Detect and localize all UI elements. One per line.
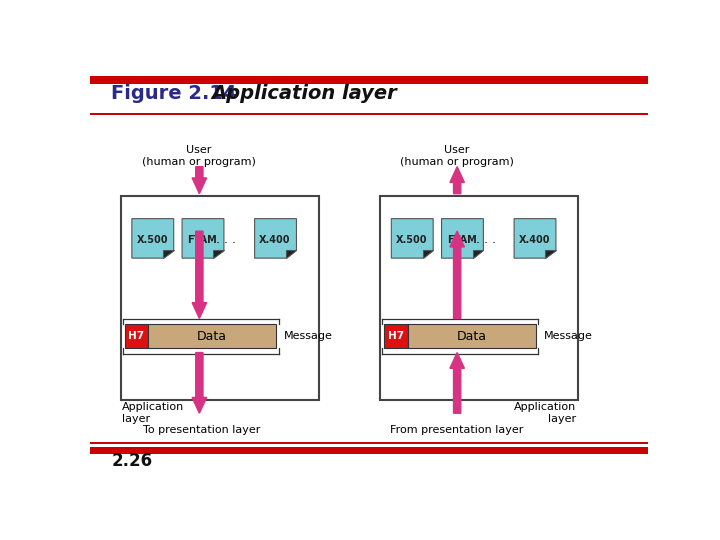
- Polygon shape: [546, 251, 556, 258]
- Bar: [90, 442, 648, 444]
- Bar: [380, 196, 578, 400]
- Bar: [384, 324, 408, 348]
- FancyArrow shape: [450, 167, 464, 194]
- Text: H7: H7: [388, 332, 404, 341]
- Text: Application layer: Application layer: [212, 84, 397, 103]
- Text: X.400: X.400: [259, 235, 291, 245]
- FancyArrow shape: [192, 167, 207, 194]
- Text: X.500: X.500: [396, 235, 428, 245]
- Bar: [90, 447, 648, 454]
- Text: Figure 2.14: Figure 2.14: [111, 84, 237, 103]
- Text: X.500: X.500: [137, 235, 168, 245]
- Polygon shape: [286, 251, 297, 258]
- Text: X.400: X.400: [518, 235, 550, 245]
- Polygon shape: [255, 219, 297, 258]
- Bar: [121, 196, 319, 400]
- Text: FTAM: FTAM: [447, 235, 477, 245]
- Bar: [148, 324, 276, 348]
- Bar: [90, 113, 648, 114]
- Polygon shape: [213, 251, 224, 258]
- Polygon shape: [182, 219, 224, 258]
- Text: Data: Data: [456, 330, 487, 343]
- FancyArrow shape: [450, 353, 464, 413]
- Text: FTAM: FTAM: [188, 235, 217, 245]
- Text: Application
layer: Application layer: [514, 402, 577, 424]
- Polygon shape: [514, 219, 556, 258]
- Bar: [125, 324, 148, 348]
- Polygon shape: [423, 251, 433, 258]
- Text: User
(human or program): User (human or program): [400, 145, 514, 167]
- Text: 2.26: 2.26: [111, 451, 153, 470]
- FancyArrow shape: [192, 353, 207, 413]
- Text: Message: Message: [544, 332, 593, 341]
- Polygon shape: [473, 251, 483, 258]
- Polygon shape: [441, 219, 483, 258]
- Text: · · ·: · · ·: [215, 237, 235, 250]
- Text: · · ·: · · ·: [476, 237, 496, 250]
- FancyArrow shape: [192, 231, 207, 319]
- Polygon shape: [132, 219, 174, 258]
- Bar: [90, 77, 648, 84]
- Text: User
(human or program): User (human or program): [142, 145, 256, 167]
- Polygon shape: [392, 219, 433, 258]
- Text: Application
layer: Application layer: [122, 402, 184, 424]
- Text: To presentation layer: To presentation layer: [143, 425, 261, 435]
- Text: Message: Message: [284, 332, 333, 341]
- Text: H7: H7: [128, 332, 145, 341]
- Text: Data: Data: [197, 330, 228, 343]
- FancyArrow shape: [450, 231, 464, 319]
- Bar: [408, 324, 536, 348]
- Polygon shape: [163, 251, 174, 258]
- Text: From presentation layer: From presentation layer: [390, 425, 524, 435]
